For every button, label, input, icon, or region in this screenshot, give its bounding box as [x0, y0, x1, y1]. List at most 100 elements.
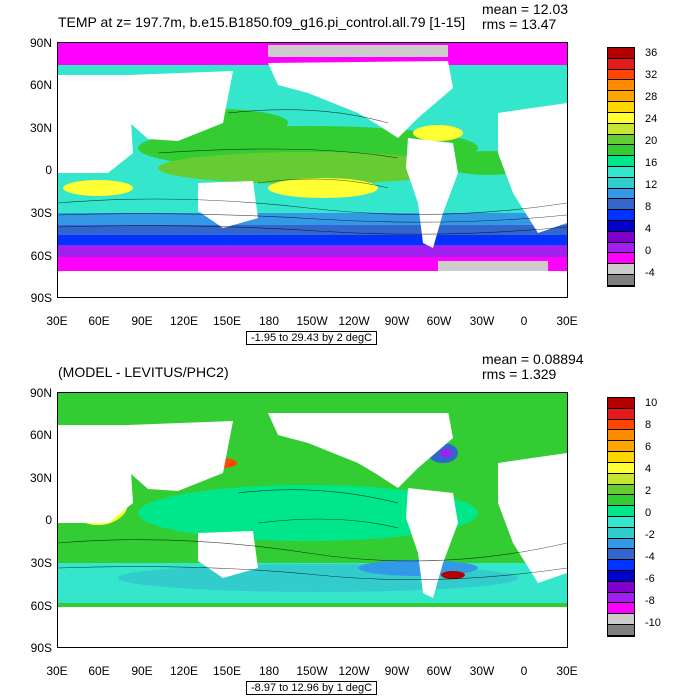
p2-cb-label: 8 [645, 419, 652, 431]
colorbar-swatch [608, 242, 634, 254]
p1-cb-label: 8 [645, 201, 652, 213]
p1-cb-label: 24 [645, 113, 658, 125]
panel2-colorbar [607, 397, 635, 637]
colorbar-swatch [608, 145, 634, 157]
p2-cb-label: 10 [645, 397, 658, 409]
colorbar-swatch [608, 430, 634, 442]
panel2-mean: mean = 0.08894 [482, 351, 584, 367]
colorbar-swatch [608, 58, 634, 70]
colorbar-swatch [608, 264, 634, 276]
colorbar-swatch [608, 80, 634, 92]
p1-lon-120w: 120W [338, 314, 370, 328]
colorbar-swatch [608, 473, 634, 485]
colorbar-swatch [608, 506, 634, 517]
p1-lat-90s: 90S [30, 291, 52, 305]
colorbar-swatch [608, 134, 634, 146]
colorbar-swatch [608, 398, 634, 409]
p1-lon-30w: 30W [469, 314, 495, 328]
p2-lon-90e: 90E [131, 664, 153, 678]
p2-cb-label: -10 [645, 617, 661, 629]
p1-cb-label: 32 [645, 69, 658, 81]
colorbar-swatch [608, 210, 634, 221]
colorbar-swatch [608, 91, 634, 103]
p2-lon-150e: 150E [212, 664, 242, 678]
p1-lat-30s: 30S [30, 206, 52, 220]
panel2-rms: rms = 1.329 [482, 366, 557, 382]
p2-lon-180: 180 [258, 664, 280, 678]
p2-lon-150w: 150W [296, 664, 328, 678]
p2-lat-30n: 30N [29, 471, 52, 485]
p1-cb-label: 20 [645, 135, 658, 147]
p2-lat-0: 0 [45, 513, 52, 527]
colorbar-swatch [608, 188, 634, 200]
p2-cb-label: -4 [645, 551, 655, 563]
p2-lon-60e: 60E [88, 664, 110, 678]
p1-cb-label: 0 [645, 245, 652, 257]
p2-lat-60n: 60N [29, 428, 52, 442]
p2-lon-30w: 30W [469, 664, 495, 678]
colorbar-swatch [608, 102, 634, 113]
p2-cb-label: -6 [645, 573, 655, 585]
p2-lat-90s: 90S [30, 641, 52, 655]
p1-cb-label: 36 [645, 47, 658, 59]
colorbar-swatch [608, 571, 634, 582]
colorbar-swatch [608, 231, 634, 243]
p1-cb-label: 28 [645, 91, 658, 103]
p1-lat-60s: 60S [30, 249, 52, 263]
p1-lon-30e-right: 30E [556, 314, 578, 328]
panel1-colorbar [607, 47, 635, 287]
colorbar-swatch [608, 560, 634, 571]
colorbar-swatch [608, 484, 634, 496]
colorbar-swatch [608, 419, 634, 431]
colorbar-swatch [608, 462, 634, 474]
p1-lat-90n: 90N [29, 36, 52, 50]
p2-cb-label: 6 [645, 441, 652, 453]
colorbar-swatch [608, 527, 634, 539]
colorbar-swatch [608, 581, 634, 593]
p1-lon-60e: 60E [88, 314, 110, 328]
p1-lon-150w: 150W [296, 314, 328, 328]
panel1-range-label: -1.95 to 29.43 by 2 degC [246, 331, 378, 345]
p2-lon-30e-right: 30E [556, 664, 578, 678]
colorbar-swatch [608, 408, 634, 420]
p1-cb-label: 4 [645, 223, 652, 235]
p1-cb-label: 16 [645, 157, 658, 169]
panel1-map [57, 42, 568, 298]
p2-cb-label: 2 [645, 485, 652, 497]
p1-lon-30e: 30E [46, 314, 68, 328]
p2-lon-90w: 90W [384, 664, 410, 678]
p2-lon-0: 0 [520, 664, 528, 678]
panel1-mean: mean = 12.03 [482, 1, 569, 17]
p1-cb-label: 12 [645, 179, 658, 191]
colorbar-swatch [608, 69, 634, 81]
p1-lon-90w: 90W [384, 314, 410, 328]
p2-lon-120w: 120W [338, 664, 370, 678]
colorbar-swatch [608, 275, 634, 286]
p1-lon-90e: 90E [131, 314, 153, 328]
colorbar-swatch [608, 123, 634, 135]
p2-lat-90n: 90N [29, 386, 52, 400]
colorbar-swatch [608, 48, 634, 59]
colorbar-swatch [608, 166, 634, 178]
colorbar-swatch [608, 112, 634, 124]
colorbar-swatch [608, 549, 634, 561]
p2-cb-label: 0 [645, 507, 652, 519]
p1-lon-0: 0 [520, 314, 528, 328]
p1-lon-150e: 150E [212, 314, 242, 328]
p2-cb-label: -2 [645, 529, 655, 541]
p2-cb-label: -8 [645, 595, 655, 607]
colorbar-swatch [608, 452, 634, 463]
colorbar-swatch [608, 625, 634, 636]
p1-cb-label: -4 [645, 267, 655, 279]
panel2-range-label: -8.97 to 12.96 by 1 degC [246, 681, 378, 695]
panel2-map [57, 392, 568, 648]
colorbar-swatch [608, 614, 634, 626]
p1-lat-30n: 30N [29, 121, 52, 135]
p2-lat-60s: 60S [30, 599, 52, 613]
p1-lon-60w: 60W [426, 314, 452, 328]
p2-lon-120e: 120E [169, 664, 199, 678]
p2-lon-30e: 30E [46, 664, 68, 678]
p2-lon-60w: 60W [426, 664, 452, 678]
colorbar-swatch [608, 516, 634, 528]
colorbar-swatch [608, 592, 634, 604]
